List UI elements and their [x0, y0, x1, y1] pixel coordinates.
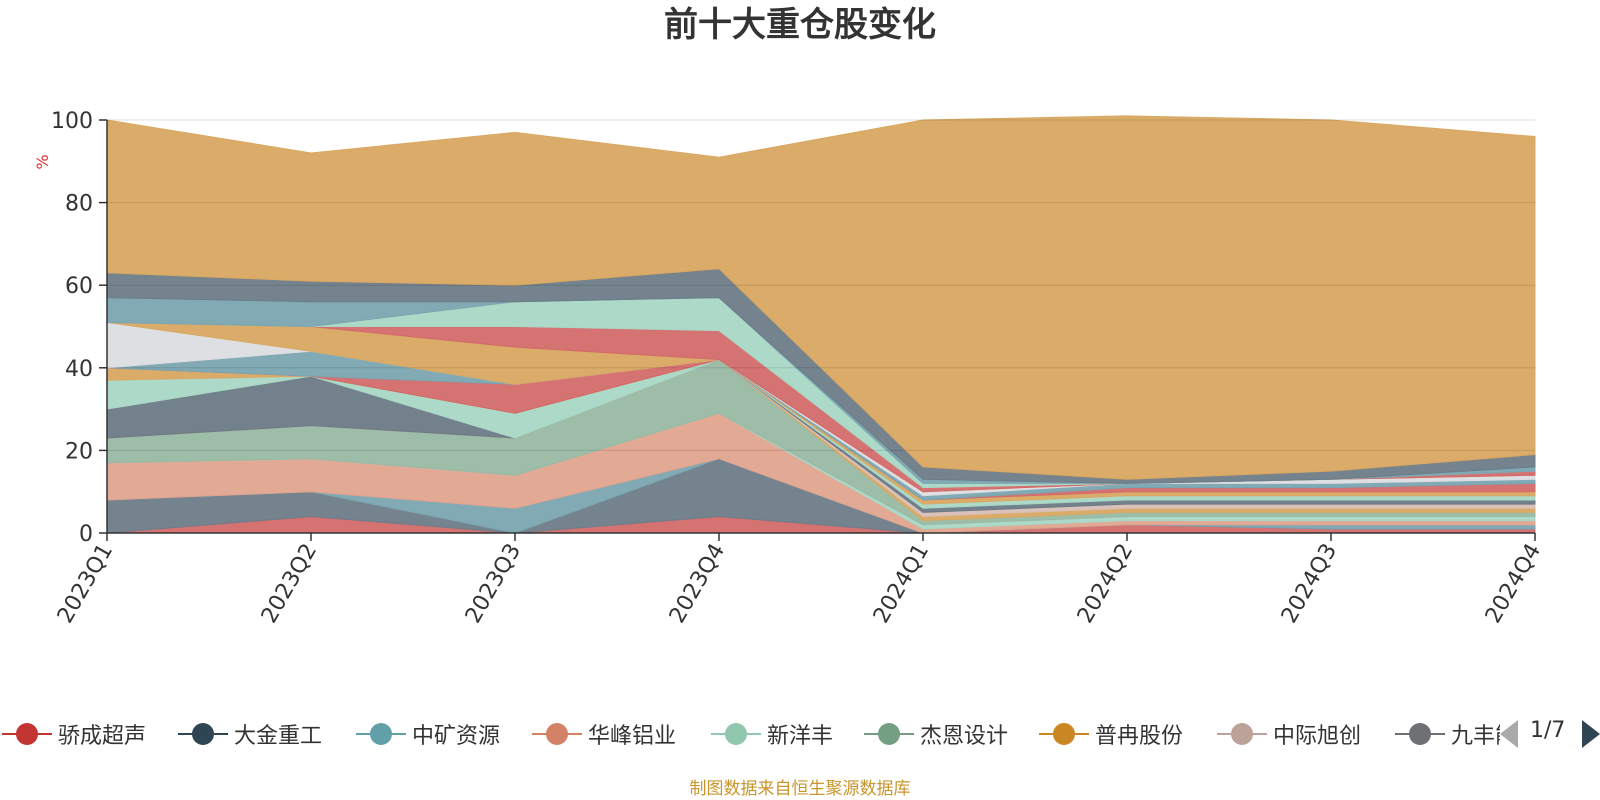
x-tick-label: 2023Q1 — [53, 540, 118, 628]
legend-marker-icon — [1039, 723, 1089, 745]
legend-item[interactable]: 杰恩设计 — [864, 714, 1008, 754]
legend-label: 中矿资源 — [412, 724, 501, 749]
grid-lines — [107, 119, 1535, 451]
legend-next-page-icon[interactable] — [1582, 720, 1600, 748]
legend-item[interactable]: 骄成超声 — [2, 714, 146, 754]
legend-item[interactable]: 大金重工 — [178, 714, 322, 754]
data-source-note: 制图数据来自恒生聚源数据库 — [689, 779, 911, 799]
legend-label: 华峰铝业 — [588, 724, 677, 749]
chart-title: 前十大重仓股变化 — [664, 5, 936, 45]
y-tick-label: 20 — [65, 439, 93, 464]
area-series-19 — [106, 115, 1536, 480]
x-tick-label: 2024Q4 — [1481, 540, 1546, 628]
legend-page-indicator: 1/7 — [1530, 718, 1566, 743]
legend-label: 新洋丰 — [767, 724, 834, 749]
legend-item[interactable]: 九丰能源 — [1395, 714, 1500, 754]
legend-label: 普冉股份 — [1095, 724, 1184, 749]
legend-marker-icon — [532, 723, 582, 745]
y-tick-label: 80 — [65, 192, 93, 217]
legend-item[interactable]: 中矿资源 — [356, 714, 500, 754]
x-tick-label: 2023Q3 — [461, 540, 526, 628]
legend-marker-icon — [1217, 723, 1267, 745]
legend-pager: 1/7 — [1500, 714, 1600, 754]
x-tick-label: 2023Q2 — [257, 540, 322, 628]
y-tick-label: 100 — [51, 109, 93, 134]
y-tick-label: 40 — [65, 357, 93, 382]
y-tick-label: 60 — [65, 274, 93, 299]
y-tick-label: 0 — [79, 522, 93, 547]
legend-label: 骄成超声 — [58, 724, 147, 749]
legend: 骄成超声 大金重工 中矿资源 华峰铝业 新洋丰 杰恩设计 普冉股份 中际旭创 九丰能源 — [0, 714, 1500, 754]
legend-label: 杰恩设计 — [920, 724, 1009, 749]
legend-item[interactable]: 新洋丰 — [711, 714, 833, 754]
legend-item[interactable]: 华峰铝业 — [532, 714, 676, 754]
legend-marker-icon — [178, 723, 228, 745]
x-tick-label: 2023Q4 — [665, 540, 730, 628]
legend-marker-icon — [864, 723, 914, 745]
legend-item[interactable]: 普冉股份 — [1039, 714, 1183, 754]
legend-marker-icon — [356, 723, 406, 745]
legend-label: 大金重工 — [234, 724, 323, 749]
legend-marker-icon — [2, 723, 52, 745]
legend-item[interactable]: 中际旭创 — [1217, 714, 1361, 754]
legend-marker-icon — [711, 723, 761, 745]
y-axis-label: % — [33, 154, 52, 169]
legend-marker-icon — [1395, 723, 1445, 745]
legend-label: 九丰能源 — [1451, 724, 1500, 749]
stacked-area-chart: 0 20 40 60 80 100 2023Q1 2023Q2 2023Q3 2023Q4 2024… — [33, 109, 1546, 628]
x-tick-label: 2024Q2 — [1073, 540, 1138, 628]
x-tick-label: 2024Q1 — [869, 540, 934, 628]
legend-prev-page-icon[interactable] — [1500, 720, 1518, 748]
legend-label: 中际旭创 — [1273, 724, 1362, 749]
area-series-group — [106, 115, 1536, 534]
x-tick-label: 2024Q3 — [1277, 540, 1342, 628]
